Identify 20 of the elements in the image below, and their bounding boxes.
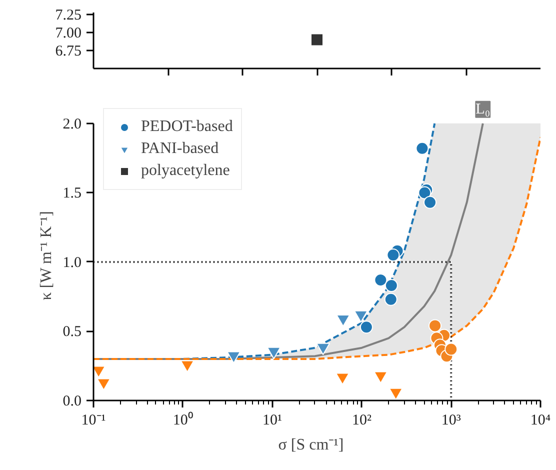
x-tick-label: 10⁰ — [172, 412, 193, 428]
y-tick-label: 7.00 — [55, 26, 82, 42]
legend-label: polyacetylene — [141, 162, 230, 180]
x-axis-title: σ [S cm⁻¹] — [278, 436, 344, 454]
y-tick-label: 0.5 — [62, 324, 82, 340]
annotation: L₀ — [476, 101, 490, 118]
y-tick-label: 6.75 — [55, 44, 82, 60]
x-tick-label: 10³ — [441, 412, 462, 428]
y-axis-title: κ [W m⁻¹ K⁻¹] — [38, 211, 55, 300]
legend-label: PEDOT-based — [141, 118, 233, 136]
y-tick-label: 1.0 — [62, 254, 82, 271]
x-tick-label: 10² — [352, 412, 372, 428]
y-tick-label: 1.5 — [62, 186, 82, 202]
y-tick-label: 2.0 — [62, 116, 82, 132]
x-tick-label: 10⁻¹ — [81, 412, 106, 428]
x-tick-label: 10¹ — [262, 412, 282, 428]
legend-label: PANI-based — [141, 140, 219, 158]
y-tick-label: 0.0 — [62, 394, 82, 410]
x-tick-label: 10⁴ — [530, 412, 551, 428]
y-tick-label: 7.25 — [55, 8, 82, 24]
